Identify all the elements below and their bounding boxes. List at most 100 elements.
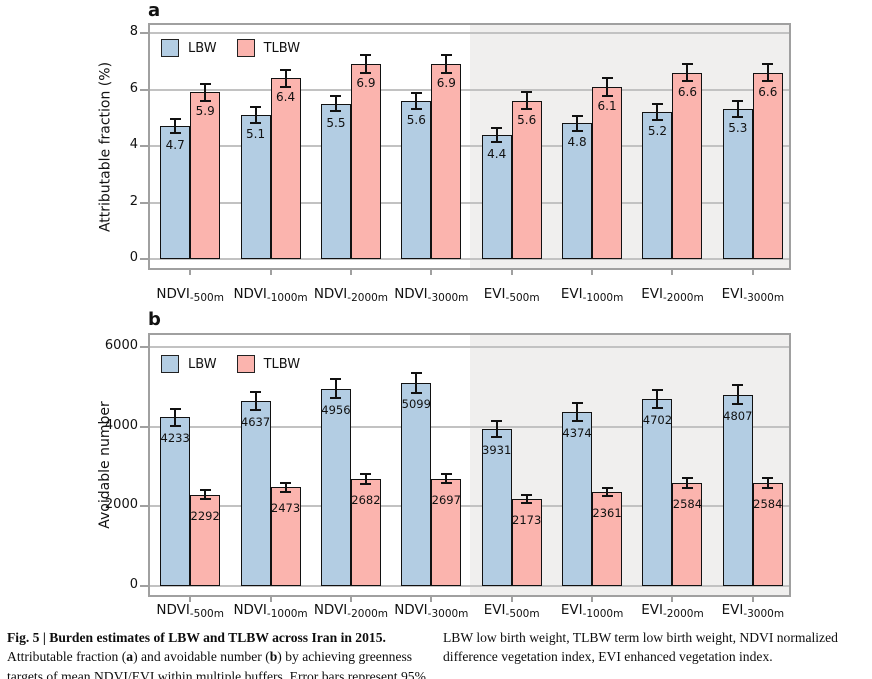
- bar-value-label: 5.6: [406, 112, 426, 127]
- x-label-main: NDVI: [313, 602, 348, 618]
- caption-segment: ) by achieving greenness targets of mean…: [7, 649, 426, 679]
- x-label-subscript: -2000m: [662, 292, 704, 304]
- bar-value-label: 4956: [321, 402, 351, 417]
- error-bar-cap: [250, 106, 262, 109]
- x-label-subscript: -3000m: [427, 608, 469, 620]
- gridline: [150, 346, 789, 348]
- error-bar-cap: [250, 121, 262, 124]
- error-bar-cap: [199, 489, 211, 492]
- legend-label: TLBW: [263, 40, 301, 56]
- y-axis-tick: [140, 145, 148, 147]
- y-tick-label: 6000: [104, 338, 138, 353]
- bar-tlbw: [350, 479, 381, 586]
- error-bar: [415, 372, 418, 393]
- x-axis-tick: [591, 597, 594, 602]
- y-tick-label: 6: [129, 80, 138, 96]
- error-bar-cap: [521, 91, 533, 94]
- bar-tlbw: [190, 92, 221, 259]
- error-bar-cap: [330, 110, 342, 113]
- error-bar-cap: [410, 371, 422, 374]
- plot-frame: [148, 23, 791, 270]
- bar-value-label: 6.4: [276, 90, 296, 105]
- x-label-subscript: -3000m: [427, 292, 469, 304]
- error-bar: [204, 490, 207, 500]
- x-label-main: NDVI: [233, 602, 267, 618]
- x-label-main: NDVI: [156, 602, 190, 618]
- error-bar: [445, 54, 448, 74]
- x-label-subscript: -2000m: [347, 608, 389, 620]
- x-label-main: EVI: [641, 602, 663, 618]
- bar-lbw: [320, 103, 351, 259]
- error-bar-cap: [601, 76, 613, 79]
- gridline: [150, 258, 789, 260]
- y-axis-tick: [140, 346, 148, 348]
- y-axis-tick: [140, 88, 148, 91]
- legend-item-tlbw: TLBW: [236, 39, 301, 57]
- error-bar-cap: [651, 406, 663, 409]
- error-bar-cap: [330, 397, 342, 400]
- y-axis-tick: [140, 585, 148, 587]
- error-bar: [686, 478, 689, 488]
- error-bar-cap: [571, 129, 583, 132]
- error-bar-cap: [360, 54, 372, 57]
- caption-right: LBW low birth weight, TLBW term low birt…: [443, 630, 838, 665]
- error-bar: [174, 119, 177, 134]
- y-axis-tick: [140, 425, 148, 428]
- x-axis-tick: [671, 270, 674, 275]
- x-axis-tick: [751, 597, 754, 602]
- bar-tlbw: [752, 483, 783, 586]
- gridline: [150, 201, 789, 204]
- y-axis-tick: [140, 201, 148, 204]
- error-bar: [174, 408, 177, 427]
- error-bar-cap: [330, 94, 342, 97]
- error-bar-cap: [169, 425, 181, 428]
- error-bar-cap: [571, 115, 583, 118]
- error-bar-cap: [199, 99, 211, 102]
- bar-tlbw: [592, 491, 623, 586]
- x-label-subscript: -3000m: [743, 608, 785, 620]
- bar-tlbw: [592, 86, 623, 259]
- error-bar-cap: [330, 378, 342, 381]
- y-tick-label: 8: [129, 24, 138, 39]
- legend-swatch: [236, 39, 255, 57]
- error-bar-cap: [169, 118, 181, 121]
- legend-swatch: [161, 39, 179, 57]
- y-tick-label: 4000: [104, 417, 138, 433]
- error-bar: [284, 482, 287, 493]
- gridline: [150, 425, 789, 428]
- bar-value-label: 2473: [270, 501, 301, 516]
- error-bar-cap: [199, 82, 211, 85]
- error-bar-cap: [491, 436, 503, 439]
- x-tick-label: NDVI-2000m: [296, 602, 406, 620]
- bar-value-label: 6.9: [356, 76, 376, 91]
- x-axis-tick: [430, 270, 433, 275]
- error-bar: [364, 55, 367, 74]
- caption-segment: ) and avoidable number (: [133, 649, 270, 665]
- error-bar: [736, 101, 739, 118]
- bar-value-label: 5.9: [195, 104, 215, 119]
- error-bar-cap: [521, 494, 533, 497]
- evi-shaded-region: [469, 335, 789, 595]
- bar-value-label: 2584: [672, 497, 703, 512]
- error-bar: [606, 77, 609, 96]
- error-bar-cap: [250, 391, 262, 394]
- x-tick-label: NDVI-500m: [135, 602, 245, 620]
- x-label-main: NDVI: [233, 286, 267, 302]
- bar-tlbw: [511, 100, 542, 259]
- bar-tlbw: [752, 72, 783, 259]
- bar-lbw: [160, 417, 191, 586]
- bar-lbw: [401, 100, 432, 259]
- bar-value-label: 4702: [642, 412, 673, 427]
- bar-tlbw: [190, 494, 221, 586]
- error-bar-cap: [440, 472, 452, 475]
- legend-item-lbw: LBW: [161, 39, 217, 57]
- bar-value-label: 4374: [562, 425, 592, 440]
- x-axis-tick: [189, 597, 192, 602]
- x-label-subscript: -1000m: [266, 292, 308, 304]
- error-bar-cap: [732, 100, 744, 103]
- error-bar-cap: [360, 482, 372, 485]
- error-bar: [495, 421, 498, 438]
